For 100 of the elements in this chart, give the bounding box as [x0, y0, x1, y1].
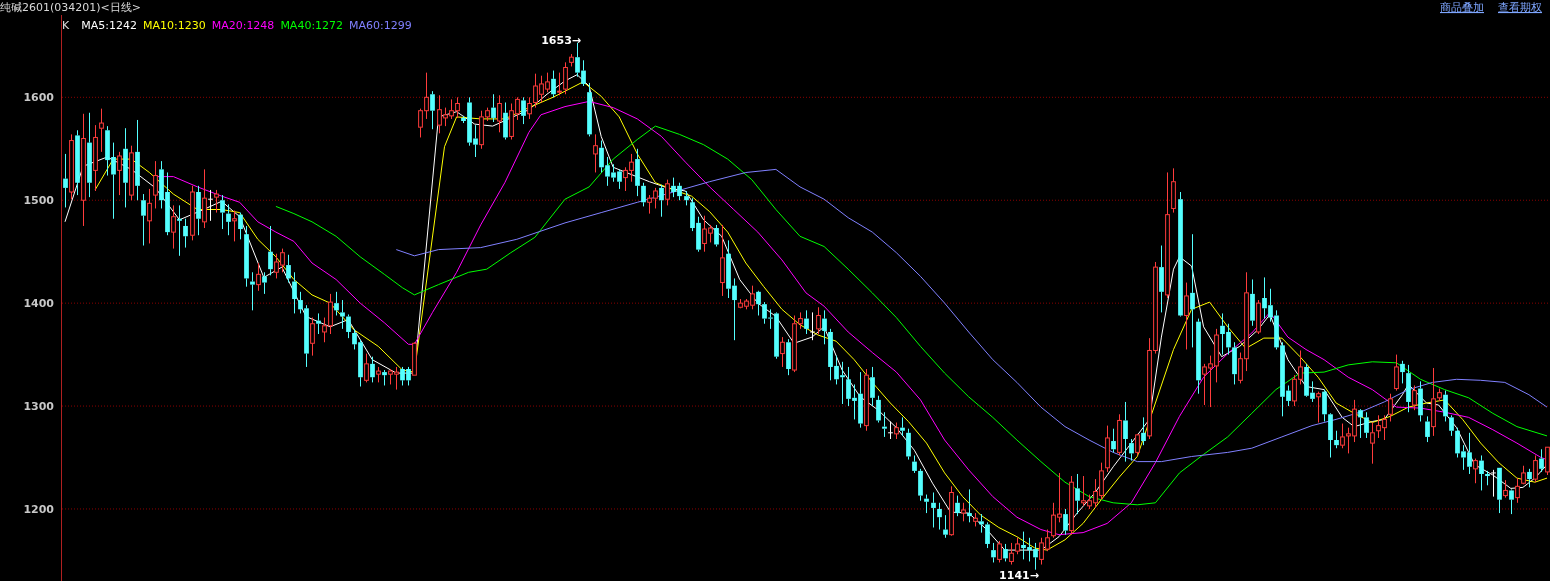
candlestick [943, 514, 948, 539]
text: 查看期权 [1498, 1, 1542, 14]
candlestick [804, 309, 809, 335]
candlestick [196, 185, 201, 236]
candlestick [1364, 411, 1369, 439]
candlestick [912, 454, 917, 474]
candlestick [1527, 468, 1532, 488]
candlestick [430, 90, 435, 130]
text: 商品叠加 [1440, 1, 1484, 14]
candlestick [1069, 475, 1074, 536]
candlestick [1328, 414, 1333, 459]
candlestick [1370, 422, 1375, 465]
candlestick [1063, 508, 1068, 536]
candlestick [906, 428, 911, 461]
candlestick [1190, 233, 1195, 348]
candlestick [123, 127, 128, 208]
candlestick [244, 225, 249, 288]
candlestick [955, 495, 960, 517]
candlestick [220, 194, 225, 230]
candlestick [720, 224, 725, 297]
candlestick [135, 119, 140, 201]
candlestick [1178, 191, 1183, 316]
candlestick [1418, 380, 1423, 422]
candlestick [346, 313, 351, 339]
candlestick [183, 218, 188, 249]
candlestick [262, 271, 267, 295]
annotation: 1653→ [541, 33, 582, 47]
candlestick [491, 93, 496, 123]
candlestick [153, 160, 158, 209]
candlestick [147, 188, 152, 244]
candlestick [63, 153, 68, 208]
candlestick [141, 193, 146, 247]
candlestick [937, 502, 942, 531]
candlestick [635, 148, 640, 197]
legend-title: K [62, 19, 70, 32]
candlestick [1129, 438, 1134, 462]
candlestick [949, 485, 954, 536]
candlestick [250, 271, 255, 311]
candlestick [292, 271, 297, 314]
candlestick [870, 366, 875, 407]
candlestick [1394, 354, 1399, 392]
candlestick [756, 291, 761, 316]
candlestick [780, 336, 785, 368]
candlestick [1485, 470, 1490, 486]
y-tick-label: 1500 [23, 194, 55, 208]
candlestick [75, 129, 80, 196]
candlestick [503, 101, 508, 141]
candlestick [1250, 278, 1255, 327]
candlestick [1406, 364, 1411, 413]
candlestick [593, 133, 598, 173]
candlestick [924, 494, 929, 514]
y-tick-label: 1300 [23, 400, 55, 414]
candlestick [527, 96, 532, 120]
candlestick [99, 108, 104, 153]
candlestick [918, 468, 923, 502]
candlestick [521, 96, 526, 125]
candlestick [1334, 430, 1339, 449]
candlestick [177, 204, 182, 257]
text: MA5:1242 [81, 19, 137, 32]
candlestick [1196, 318, 1201, 395]
candlestick [1539, 448, 1544, 473]
candlestick [1141, 416, 1146, 446]
text: MA60:1299 [349, 19, 412, 32]
candlestick [1159, 245, 1164, 313]
candlestick [1509, 490, 1514, 515]
candlestick [1322, 389, 1327, 422]
candlestick [1515, 477, 1520, 504]
candlestick [87, 112, 92, 198]
candlestick [268, 225, 273, 276]
candlestick [822, 309, 827, 345]
candlestick [316, 312, 321, 335]
y-tick-label: 1600 [23, 91, 55, 105]
candlestick [1443, 390, 1448, 422]
candlestick [684, 190, 689, 206]
candlestick [887, 420, 894, 440]
candlestick [641, 182, 646, 207]
candlestick [991, 542, 996, 563]
candlestick [1232, 341, 1237, 385]
text: MA10:1230 [142, 19, 206, 32]
candlestick [882, 411, 887, 438]
text: MA40:1272 [280, 19, 344, 32]
candlestick [340, 299, 345, 330]
candlestick [1123, 401, 1128, 463]
candlestick [1425, 415, 1430, 443]
candlestick [238, 212, 243, 240]
candlestick [900, 416, 905, 437]
candlestick [207, 189, 214, 222]
candlestick [1431, 367, 1436, 437]
line-series [395, 168, 1548, 463]
candlestick [659, 184, 664, 218]
candlestick [93, 124, 98, 192]
candlestick [1105, 425, 1110, 473]
candlestick [1003, 543, 1008, 562]
candlestick [286, 254, 291, 284]
candlestick [202, 168, 207, 229]
candlestick [1111, 428, 1116, 453]
candlestick [81, 113, 86, 227]
candlestick [334, 291, 339, 316]
candlestick [587, 82, 592, 137]
candlestick [931, 492, 936, 528]
